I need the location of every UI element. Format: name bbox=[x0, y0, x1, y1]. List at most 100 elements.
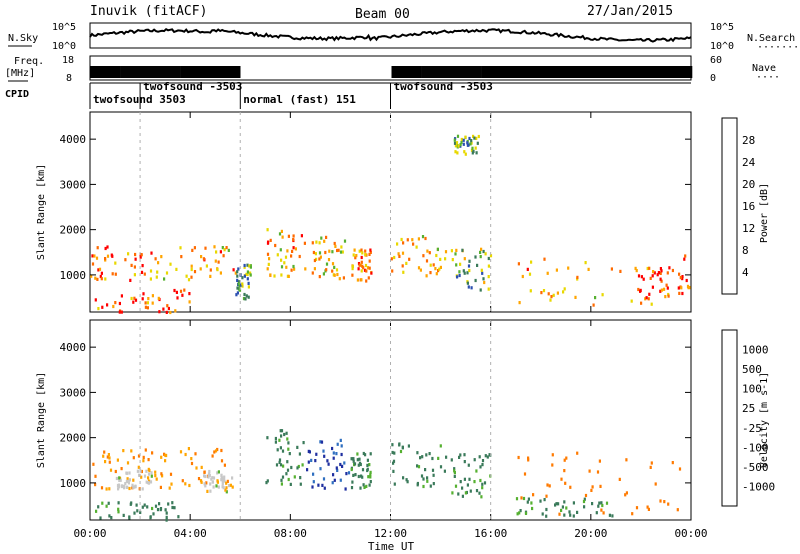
frequency-bar bbox=[545, 66, 548, 78]
frequency-bar bbox=[537, 66, 539, 78]
heatmap-cell bbox=[602, 511, 605, 515]
frequency-bar bbox=[628, 66, 631, 78]
heatmap-cell bbox=[424, 236, 427, 241]
frequency-bar bbox=[441, 66, 443, 78]
heatmap-cell bbox=[287, 447, 290, 451]
frequency-bar bbox=[402, 66, 404, 78]
heatmap-cell bbox=[165, 511, 168, 515]
heatmap-cell bbox=[105, 487, 108, 491]
heatmap-cell bbox=[351, 264, 354, 269]
frequency-bar bbox=[534, 66, 536, 78]
heatmap-cell bbox=[435, 272, 438, 276]
frequency-bar bbox=[547, 66, 550, 78]
heatmap-cell bbox=[269, 238, 272, 242]
heatmap-cell bbox=[130, 449, 133, 453]
heatmap-cell bbox=[138, 473, 141, 477]
heatmap-cell bbox=[634, 266, 637, 270]
heatmap-cell bbox=[369, 248, 372, 252]
heatmap-cell bbox=[200, 480, 203, 484]
heatmap-cell bbox=[214, 259, 217, 263]
noise-sky-label: N.Sky bbox=[8, 33, 38, 44]
frequency-bar bbox=[579, 66, 582, 78]
heatmap-cell bbox=[361, 264, 364, 268]
heatmap-cell bbox=[144, 305, 147, 309]
velocity-axes: 1000 2000 3000 4000 bbox=[60, 320, 692, 520]
heatmap-cell bbox=[357, 267, 360, 271]
heatmap-cell bbox=[473, 458, 476, 462]
heatmap-cell bbox=[438, 267, 441, 271]
heatmap-cell bbox=[169, 262, 172, 266]
heatmap-cell bbox=[318, 257, 321, 261]
frequency-bar bbox=[435, 66, 437, 78]
frequency-bar bbox=[570, 66, 573, 78]
heatmap-cell bbox=[565, 506, 568, 510]
frequency-bar bbox=[143, 66, 145, 78]
heatmap-cell bbox=[151, 301, 154, 305]
heatmap-cell bbox=[596, 470, 600, 474]
heatmap-cell bbox=[608, 513, 611, 517]
heatmap-cell bbox=[564, 481, 567, 485]
heatmap-cell bbox=[576, 451, 579, 455]
frequency-bar bbox=[656, 66, 659, 78]
frequency-bar bbox=[632, 66, 635, 78]
heatmap-cell bbox=[522, 496, 526, 501]
heatmap-cell bbox=[111, 272, 114, 276]
frequency-bar bbox=[525, 66, 527, 78]
heatmap-cell bbox=[336, 272, 339, 277]
frequency-bar bbox=[679, 66, 681, 78]
y-tick-label: 1000 bbox=[60, 269, 87, 282]
frequency-bar bbox=[394, 66, 396, 78]
heatmap-cell bbox=[434, 267, 437, 271]
heatmap-cell bbox=[680, 286, 683, 290]
heatmap-cell bbox=[467, 264, 471, 268]
frequency-bar bbox=[222, 66, 224, 78]
frequency-bar bbox=[636, 66, 639, 78]
nave-label: Nave bbox=[752, 63, 776, 74]
heatmap-cell bbox=[343, 239, 347, 243]
heatmap-cell bbox=[293, 267, 296, 271]
heatmap-cell bbox=[467, 285, 470, 289]
heatmap-cell bbox=[360, 278, 363, 282]
noise-left-tick-bottom: 10^0 bbox=[52, 41, 76, 52]
heatmap-cell bbox=[216, 471, 219, 475]
heatmap-cell bbox=[106, 455, 109, 459]
heatmap-cell bbox=[563, 500, 566, 504]
heatmap-cell bbox=[149, 277, 152, 281]
frequency-bar bbox=[413, 66, 415, 78]
heatmap-cell bbox=[276, 448, 279, 452]
heatmap-cell bbox=[354, 473, 357, 477]
frequency-bar bbox=[557, 66, 560, 78]
frequency-bar bbox=[512, 66, 514, 78]
heatmap-cell bbox=[163, 452, 166, 456]
heatmap-cell bbox=[114, 272, 117, 276]
frequency-bar bbox=[488, 66, 490, 78]
frequency-bar bbox=[653, 66, 656, 78]
heatmap-cell bbox=[193, 270, 197, 274]
heatmap-cell bbox=[276, 253, 279, 257]
heatmap-cell bbox=[223, 248, 226, 252]
heatmap-cell bbox=[335, 452, 338, 456]
frequency-bar bbox=[236, 66, 238, 78]
heatmap-cell bbox=[292, 264, 295, 269]
frequency-bar bbox=[560, 66, 563, 78]
heatmap-cell bbox=[458, 273, 461, 278]
heatmap-cell bbox=[480, 247, 483, 251]
frequency-bar bbox=[203, 66, 205, 78]
heatmap-cell bbox=[220, 459, 224, 463]
frequency-bar bbox=[600, 66, 603, 78]
heatmap-cell bbox=[311, 485, 314, 489]
heatmap-cell bbox=[146, 306, 149, 310]
frequency-bar bbox=[523, 66, 525, 78]
frequency-bar bbox=[103, 66, 105, 78]
frequency-bar bbox=[195, 66, 197, 78]
heatmap-cell bbox=[469, 489, 472, 493]
frequency-bar bbox=[161, 66, 163, 78]
colorbar-tick-label: 8 bbox=[742, 244, 749, 257]
frequency-bar bbox=[185, 66, 187, 78]
heatmap-cell bbox=[625, 458, 628, 462]
frequency-bar bbox=[590, 66, 593, 78]
heatmap-cell bbox=[356, 458, 359, 462]
frequency-bar bbox=[404, 66, 406, 78]
frequency-bar bbox=[106, 66, 108, 78]
heatmap-cell bbox=[280, 258, 283, 262]
